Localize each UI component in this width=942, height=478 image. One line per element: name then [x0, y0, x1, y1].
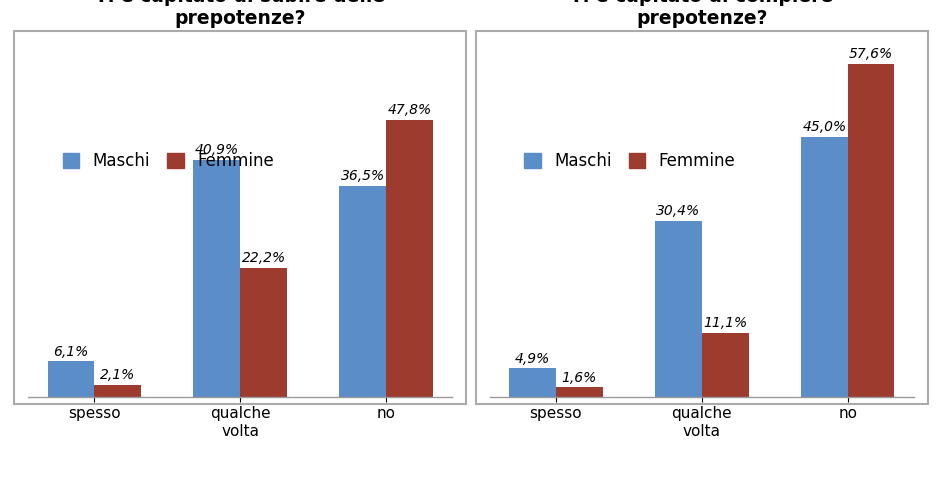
Bar — [801, 137, 848, 397]
Text: 22,2%: 22,2% — [241, 251, 285, 265]
Text: 40,9%: 40,9% — [195, 143, 239, 157]
Text: 30,4%: 30,4% — [657, 204, 701, 218]
Title: Ti è capitato di subire delle
prepotenze?: Ti è capitato di subire delle prepotenze… — [95, 0, 385, 28]
Bar — [193, 160, 240, 397]
Legend: Maschi, Femmine: Maschi, Femmine — [519, 147, 740, 175]
Text: 45,0%: 45,0% — [803, 120, 847, 134]
Text: 57,6%: 57,6% — [849, 47, 893, 61]
Text: 4,9%: 4,9% — [515, 351, 550, 366]
Text: 11,1%: 11,1% — [703, 315, 747, 330]
Bar — [848, 64, 895, 397]
Bar — [655, 221, 702, 397]
Bar — [240, 268, 287, 397]
Bar — [339, 185, 386, 397]
Bar — [94, 385, 141, 397]
Bar — [702, 333, 749, 397]
Bar — [386, 120, 433, 397]
Bar — [509, 369, 556, 397]
Bar — [47, 361, 94, 397]
Text: 1,6%: 1,6% — [561, 370, 597, 385]
Text: 2,1%: 2,1% — [100, 368, 136, 382]
Text: 47,8%: 47,8% — [387, 103, 431, 118]
Title: Ti è capitato di compiere
prepotenze?: Ti è capitato di compiere prepotenze? — [570, 0, 834, 28]
Legend: Maschi, Femmine: Maschi, Femmine — [57, 147, 279, 175]
Bar — [556, 388, 603, 397]
Text: 6,1%: 6,1% — [54, 345, 89, 358]
Text: 36,5%: 36,5% — [341, 169, 385, 183]
